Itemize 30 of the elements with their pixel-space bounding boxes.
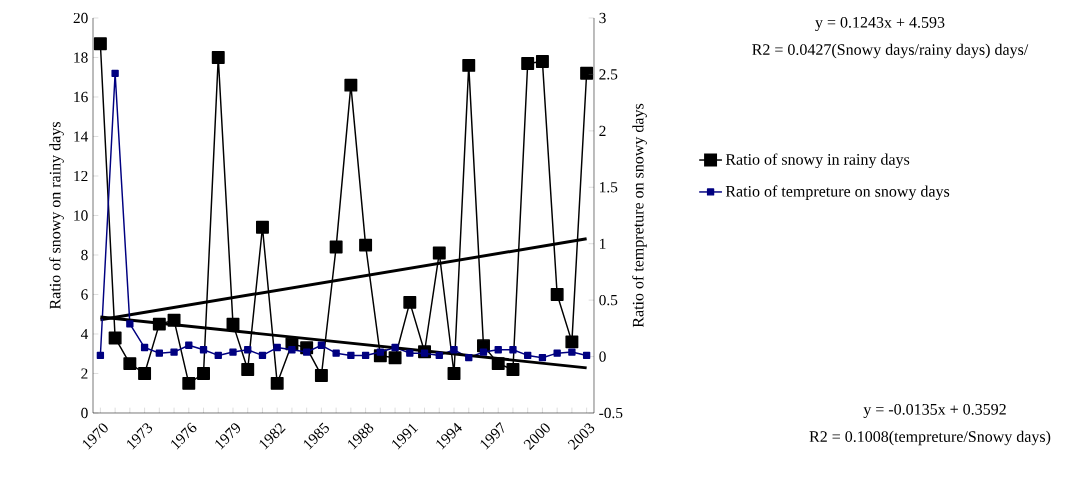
y2-tick-label: 2.5 <box>599 69 618 80</box>
text: R2 = 0.0427(Snowy days/rainy days) days/ <box>752 43 1029 59</box>
y-tick-label: 8 <box>81 249 88 261</box>
y-tick-label: 16 <box>74 91 88 103</box>
y2-tick-label: 0.5 <box>599 294 618 306</box>
x-tick-label: 1991 <box>392 423 419 450</box>
y2-tick-label: -0.5 <box>599 407 623 419</box>
text: R2 = 0.1008(tempreture/Snowy days) <box>809 430 1051 446</box>
y-tick-label: 2 <box>81 368 88 379</box>
y-tick-label: 0 <box>81 407 88 419</box>
y2-tick-label: 0 <box>599 351 606 362</box>
y-tick-label: 12 <box>74 170 88 182</box>
y-tick-label: 6 <box>81 289 88 300</box>
x-tick-label: 1988 <box>348 423 374 450</box>
legend-label: Ratio of tempreture on snowy days <box>725 185 950 201</box>
y2-tick-label: 2 <box>599 125 606 136</box>
y2-tick-label: 1.5 <box>600 182 618 193</box>
y-tick-label: 14 <box>74 131 89 142</box>
text: y = 0.1243x + 4.593 <box>815 16 945 32</box>
y-axis-title: Ratio of snowy on rainy days <box>49 122 64 310</box>
y-tick-label: 20 <box>73 12 88 24</box>
x-tick-label: 1973 <box>126 423 153 450</box>
y-tick-label: 4 <box>80 328 89 340</box>
legend-label: Ratio of snowy in rainy days <box>725 153 910 169</box>
y2-axis-title: Ratio of tempreture on snowy days <box>632 103 647 328</box>
y-tick-label: 18 <box>74 52 88 63</box>
text: y = -0.0135x + 0.3592 <box>863 403 1006 419</box>
y-tick-label: 10 <box>74 210 88 221</box>
y2-tick-label: 1 <box>600 238 606 249</box>
y2-tick-label: 3 <box>599 12 606 24</box>
